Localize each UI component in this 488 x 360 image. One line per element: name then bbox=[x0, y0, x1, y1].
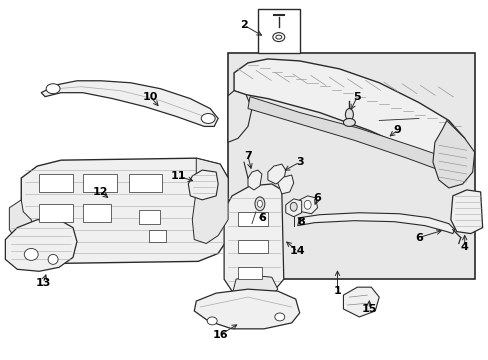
Polygon shape bbox=[232, 275, 277, 301]
Text: 11: 11 bbox=[170, 171, 186, 181]
Polygon shape bbox=[247, 170, 262, 190]
Ellipse shape bbox=[254, 197, 264, 211]
Polygon shape bbox=[9, 200, 35, 243]
Text: 12: 12 bbox=[93, 187, 108, 197]
Bar bbox=[148, 230, 166, 242]
Bar bbox=[83, 174, 117, 192]
Text: 7: 7 bbox=[244, 151, 251, 161]
Bar bbox=[257, 9, 299, 53]
Polygon shape bbox=[432, 121, 474, 188]
Bar bbox=[238, 239, 267, 253]
Polygon shape bbox=[194, 289, 299, 329]
Bar bbox=[238, 212, 267, 226]
Ellipse shape bbox=[275, 35, 281, 39]
Polygon shape bbox=[192, 158, 227, 243]
Bar bbox=[138, 210, 160, 224]
Ellipse shape bbox=[46, 84, 60, 94]
Polygon shape bbox=[224, 184, 283, 297]
Polygon shape bbox=[297, 213, 454, 234]
Ellipse shape bbox=[272, 33, 284, 41]
Bar bbox=[39, 204, 73, 222]
Polygon shape bbox=[227, 91, 251, 142]
Polygon shape bbox=[277, 175, 293, 194]
Polygon shape bbox=[5, 220, 77, 271]
Polygon shape bbox=[188, 170, 218, 200]
Polygon shape bbox=[297, 196, 317, 214]
Text: 10: 10 bbox=[142, 92, 158, 102]
Polygon shape bbox=[285, 199, 301, 217]
Text: 1: 1 bbox=[333, 286, 341, 296]
Text: 6: 6 bbox=[258, 213, 265, 223]
Text: 13: 13 bbox=[36, 278, 51, 288]
Bar bbox=[128, 174, 162, 192]
Bar bbox=[83, 204, 111, 222]
Ellipse shape bbox=[201, 113, 215, 123]
Bar bbox=[39, 174, 73, 192]
Text: 3: 3 bbox=[295, 157, 303, 167]
Ellipse shape bbox=[343, 118, 355, 126]
Ellipse shape bbox=[274, 313, 284, 321]
Text: 5: 5 bbox=[353, 92, 361, 102]
Polygon shape bbox=[267, 164, 285, 184]
Polygon shape bbox=[343, 287, 379, 317]
Ellipse shape bbox=[48, 255, 58, 264]
Ellipse shape bbox=[207, 317, 217, 325]
Text: 2: 2 bbox=[240, 20, 247, 30]
Text: 16: 16 bbox=[212, 330, 227, 340]
Text: 4: 4 bbox=[460, 243, 468, 252]
Text: 15: 15 bbox=[361, 304, 376, 314]
Ellipse shape bbox=[257, 201, 262, 207]
Ellipse shape bbox=[345, 109, 353, 121]
Polygon shape bbox=[234, 59, 464, 166]
Text: 8: 8 bbox=[297, 217, 305, 227]
Ellipse shape bbox=[304, 201, 310, 209]
Text: 6: 6 bbox=[414, 233, 422, 243]
Polygon shape bbox=[21, 158, 227, 264]
Ellipse shape bbox=[24, 248, 38, 260]
Text: 14: 14 bbox=[289, 247, 305, 256]
Text: 6: 6 bbox=[313, 193, 321, 203]
Polygon shape bbox=[247, 96, 464, 175]
Polygon shape bbox=[450, 190, 482, 234]
Text: 9: 9 bbox=[392, 125, 400, 135]
Ellipse shape bbox=[290, 202, 297, 211]
Bar bbox=[238, 267, 262, 279]
Polygon shape bbox=[41, 81, 218, 126]
Bar bbox=[227, 53, 474, 279]
